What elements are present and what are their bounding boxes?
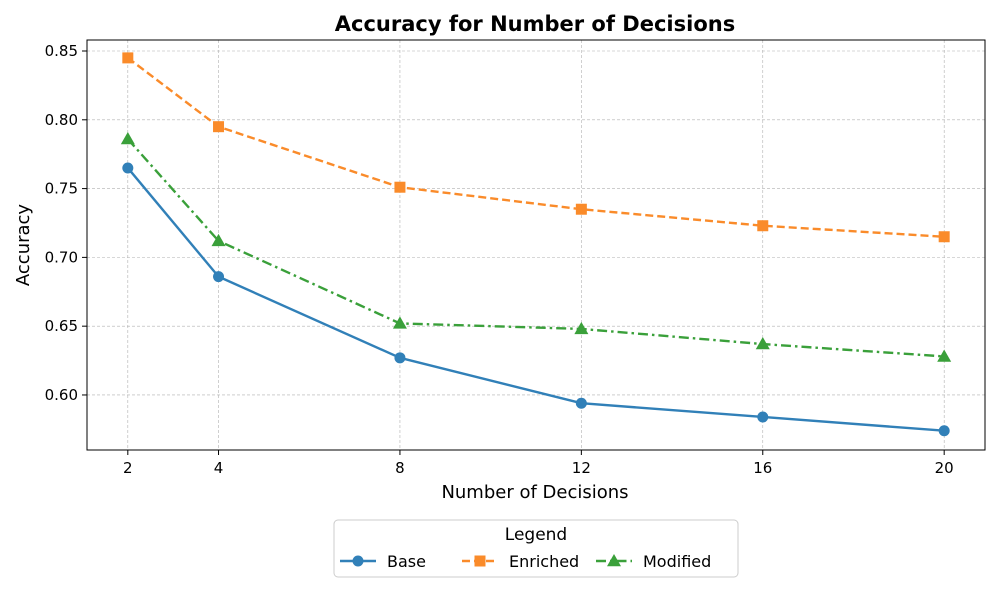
ticks-layer: 2 4 8 12 16 20 0.60 0.65 0.70 0.75 0.80 0.85 [45, 42, 954, 477]
plot-frame [86, 39, 986, 451]
series-modified [120, 132, 952, 362]
data-point-modified [120, 132, 135, 145]
legend-item-enriched: Enriched [462, 552, 579, 571]
y-tick-label: 0.65 [45, 317, 78, 335]
y-axis-label: Accuracy [13, 204, 34, 287]
legend-frame [333, 519, 739, 578]
y-tick-label: 0.70 [45, 248, 78, 266]
data-point-enriched [575, 203, 587, 215]
y-tick-label: 0.60 [45, 386, 78, 404]
series-line-base [126, 167, 945, 432]
x-tick-label: 8 [395, 459, 405, 477]
y-tick-label: 0.85 [45, 42, 78, 60]
data-point-modified [755, 337, 770, 350]
legend-title: Legend [505, 525, 567, 545]
legend-entries: Base Enriched Modified [340, 552, 711, 571]
x-tick-label: 20 [935, 459, 954, 477]
legend-item-base: Base [340, 552, 426, 571]
x-tick-label: 4 [214, 459, 224, 477]
series-enriched [122, 52, 950, 243]
data-point-base [757, 411, 769, 423]
data-point-modified [574, 321, 589, 335]
data-point-base [938, 425, 950, 437]
x-tick-label: 2 [123, 459, 133, 477]
legend: Legend Base Enriched Modified [333, 519, 739, 578]
y-tick-label: 0.80 [45, 111, 78, 129]
legend-swatch-marker [352, 555, 364, 567]
x-tick-label: 12 [572, 459, 591, 477]
series-base [122, 162, 950, 437]
data-point-modified [937, 349, 952, 362]
data-point-enriched [938, 231, 950, 243]
legend-label: Base [387, 552, 426, 571]
data-point-modified [392, 316, 407, 329]
data-point-base [575, 397, 587, 409]
legend-item-modified: Modified [596, 552, 711, 571]
y-tick-label: 0.75 [45, 180, 78, 198]
data-point-base [122, 162, 134, 174]
data-point-enriched [757, 220, 769, 232]
legend-label: Modified [643, 552, 711, 571]
data-point-enriched [394, 181, 406, 193]
data-point-enriched [213, 121, 225, 133]
chart-title: Accuracy for Number of Decisions [335, 12, 735, 36]
legend-swatch-marker [474, 555, 486, 567]
x-tick-label: 16 [753, 459, 772, 477]
data-point-base [213, 271, 225, 283]
x-axis-label: Number of Decisions [441, 482, 628, 503]
series-line-modified [126, 138, 945, 358]
series-line-enriched [127, 56, 945, 238]
data-point-base [394, 352, 406, 364]
legend-swatch-marker [607, 554, 621, 567]
data-point-modified [211, 233, 226, 247]
legend-label: Enriched [509, 552, 579, 571]
data-point-enriched [122, 52, 134, 64]
series-layer [120, 52, 952, 437]
